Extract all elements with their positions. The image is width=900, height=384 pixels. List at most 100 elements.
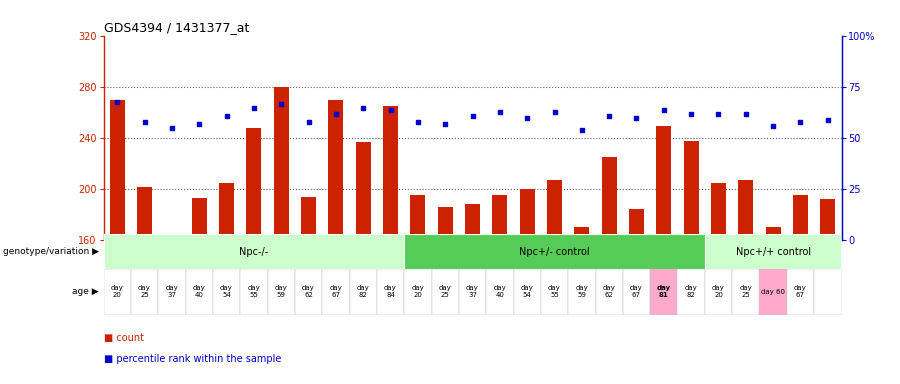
Text: day
37: day 37 [166,285,178,298]
Bar [656,126,671,240]
Bar [130,269,158,315]
Text: day
20: day 20 [111,285,123,298]
Bar [793,195,808,240]
Text: day
25: day 25 [439,285,452,298]
Bar [541,269,568,315]
Text: Npc+/- control: Npc+/- control [519,247,590,257]
Bar [158,269,185,315]
Bar [192,198,207,240]
Point [247,104,261,111]
Point [465,113,480,119]
Text: day
82: day 82 [685,285,698,298]
Bar [185,269,212,315]
Bar [492,195,508,240]
Point [438,121,453,127]
Bar [486,269,514,315]
Point [766,123,780,129]
Text: day
40: day 40 [193,285,205,298]
Bar [650,269,678,315]
Bar [678,269,705,315]
Bar [459,269,486,315]
Point [165,125,179,131]
Bar [514,269,541,315]
Bar [267,269,295,315]
Point [711,111,725,117]
Point [192,121,206,127]
Bar [787,269,814,315]
Bar [328,100,344,240]
Bar [705,234,842,269]
Bar [820,199,835,240]
Bar [110,100,125,240]
Bar [601,157,617,240]
Text: day
62: day 62 [603,285,616,298]
Point [793,119,807,125]
Point [410,119,425,125]
Point [739,111,753,117]
Bar [623,269,650,315]
Point [110,99,124,105]
Bar [104,234,404,269]
Text: Npc-/-: Npc-/- [239,247,268,257]
Text: day
82: day 82 [356,285,370,298]
Bar [431,269,459,315]
Bar [301,197,316,240]
Bar [568,269,596,315]
Bar [377,269,404,315]
Bar [404,234,705,269]
Text: day
20: day 20 [411,285,424,298]
Bar [733,269,760,315]
Point [520,115,535,121]
Bar [574,227,590,240]
Text: day
67: day 67 [794,285,807,298]
Text: day
62: day 62 [302,285,315,298]
Text: GDS4394 / 1431377_at: GDS4394 / 1431377_at [104,21,249,34]
Point [274,101,288,107]
Text: day
67: day 67 [630,285,643,298]
Bar [465,204,480,240]
Text: day
37: day 37 [466,285,479,298]
Text: day
59: day 59 [274,285,287,298]
Bar [240,269,267,315]
Bar [104,269,130,315]
Bar [547,180,562,240]
Point [383,107,398,113]
Text: ■ count: ■ count [104,333,143,343]
Text: day
84: day 84 [384,285,397,298]
Bar [629,210,644,240]
Text: day
54: day 54 [521,285,534,298]
Bar [219,183,234,240]
Text: day
59: day 59 [575,285,589,298]
Text: day
55: day 55 [248,285,260,298]
Point [684,111,698,117]
Bar [437,207,453,240]
Bar [738,180,753,240]
Point [821,117,835,123]
Point [574,127,589,133]
Point [220,113,234,119]
Text: day
25: day 25 [138,285,151,298]
Text: ■ percentile rank within the sample: ■ percentile rank within the sample [104,354,281,364]
Text: day
40: day 40 [493,285,506,298]
Point [657,107,671,113]
Text: Npc+/+ control: Npc+/+ control [735,247,811,257]
Bar [137,187,152,240]
Bar [165,236,179,240]
Point [328,111,343,117]
Bar [322,269,349,315]
Bar [596,269,623,315]
Bar [383,106,398,240]
Bar [711,183,726,240]
Text: day
20: day 20 [712,285,724,298]
Bar [814,269,842,315]
Bar [349,269,377,315]
Bar [410,195,426,240]
Text: day
25: day 25 [740,285,752,298]
Bar [705,269,733,315]
Point [302,119,316,125]
Bar [760,269,787,315]
Point [356,104,371,111]
Bar [212,269,240,315]
Bar [356,142,371,240]
Bar [519,189,535,240]
